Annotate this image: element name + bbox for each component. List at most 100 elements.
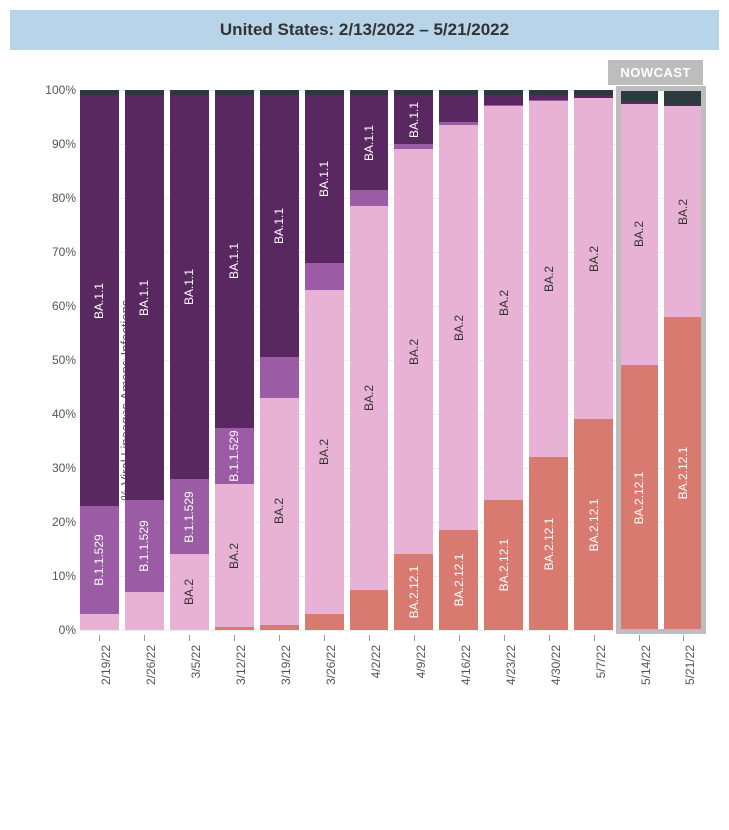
nowcast-badge: NOWCAST [608,60,703,85]
bar-column: BA.2.12.1BA.2 [484,90,523,630]
variant-segment [350,190,389,206]
bar-column: BA.2.12.1 BA.2 [574,90,613,630]
variant-label: BA.2.12.1 [452,554,466,607]
y-tick-label: 30% [38,461,76,475]
variant-segment: B.1.1.529 [125,500,164,592]
variant-segment [260,625,299,630]
y-tick-label: 10% [38,569,76,583]
variant-label: B.1.1.529 [92,534,106,585]
x-tick-label: 2/19/22 [99,645,113,685]
variant-label: BA.1.1 [362,125,376,161]
variant-segment: BA.1.1 [260,95,299,357]
variant-segment: BA.2 [260,398,299,625]
variant-segment: BA.2.12.1 [484,500,523,630]
bar-column: B.1.1.529BA.1.1 [125,90,164,630]
bar-column: BA.2 BA.1.1 [350,90,389,630]
variant-label: BA.2 [272,498,286,524]
variant-segment [439,122,478,125]
y-tick-label: 80% [38,191,76,205]
variant-segment [484,105,523,106]
variant-segment [305,614,344,630]
x-tick-label: 3/12/22 [234,645,248,685]
x-tick-label: 3/5/22 [189,645,203,678]
variant-label: B.1.1.529 [137,521,151,572]
variant-label: BA.2.12.1 [497,539,511,592]
variant-segment [574,95,613,98]
bar-column: BA.2.12.1 BA.2 [439,90,478,630]
variant-segment [80,90,119,95]
variant-segment: B.1.1.529 [80,506,119,614]
variant-label: BA.2 [676,199,690,225]
y-tick-label: 0% [38,623,76,637]
variant-segment [350,590,389,631]
variant-label: BA.1.1 [182,269,196,305]
variant-segment: BA.2 [439,125,478,530]
variant-segment [529,100,568,101]
variant-segment: BA.1.1 [215,95,254,427]
variant-segment [664,105,703,107]
variant-segment [215,627,254,630]
y-tick-label: 20% [38,515,76,529]
x-tick-label: 3/19/22 [279,645,293,685]
y-tick-label: 70% [38,245,76,259]
variant-segment: BA.2.12.1 [394,554,433,630]
variant-segment: BA.2 [170,554,209,630]
variant-segment [215,90,254,95]
x-tick-label: 5/7/22 [594,645,608,678]
bar-column: BA.2 B.1.1.529 BA.1.1 [170,90,209,630]
variant-label: BA.2.12.1 [407,566,421,619]
variant-segment: BA.2 [305,290,344,614]
variant-segment [619,101,658,104]
bar-column: BA.2 BA.1.1 [260,90,299,630]
variant-label: B.1.1.529 [182,491,196,542]
variant-label: BA.2 [452,315,466,341]
y-tick-label: 50% [38,353,76,367]
bar-column: BA.2.12.1 BA.2 BA.1.1 [394,90,433,630]
variant-segment: BA.2.12.1 [439,530,478,630]
variant-segment: BA.2 [215,484,254,627]
variant-segment [619,90,658,101]
variant-segment [125,592,164,630]
variant-segment [529,95,568,100]
bar-column: BA.2 BA.1.1 [305,90,344,630]
y-tick-label: 90% [38,137,76,151]
bar-column: BA.2.12.1 BA.2 [664,90,703,630]
y-tick-label: 40% [38,407,76,421]
variant-label: BA.2.12.1 [587,498,601,551]
x-tick-label: 3/26/22 [324,645,338,685]
x-tick-label: 5/21/22 [683,645,697,685]
variant-segment [439,90,478,95]
bar-column: BA.2B.1.1.529 BA.1.1 [215,90,254,630]
variant-segment: BA.2 [574,98,613,419]
y-tick-label: 100% [38,83,76,97]
variant-label: BA.2 [362,385,376,411]
variant-segment [439,95,478,122]
variant-segment: BA.2 [394,149,433,554]
chart-area: NOWCAST % Viral Lineages Among Infection… [80,90,703,710]
variant-segment [484,95,523,105]
x-tick-label: 4/2/22 [369,645,383,678]
variant-segment [394,144,433,149]
variant-label: BA.1.1 [227,243,241,279]
variant-segment: B.1.1.529 [215,428,254,485]
variant-segment: BA.1.1 [305,95,344,262]
variant-label: BA.2 [182,579,196,605]
variant-segment: BA.1.1 [394,95,433,144]
variant-segment [260,90,299,95]
chart-title: United States: 2/13/2022 – 5/21/2022 [10,10,719,50]
variant-segment [664,90,703,105]
variant-segment [484,90,523,95]
variant-label: BA.1.1 [272,208,286,244]
variant-segment [125,90,164,95]
variant-segment [80,614,119,630]
variant-label: BA.2.12.1 [676,447,690,500]
variant-label: BA.2 [407,339,421,365]
variant-segment: BA.2.12.1 [619,365,658,630]
x-tick-label: 4/30/22 [549,645,563,685]
variant-segment: BA.1.1 [170,95,209,478]
y-tick-label: 60% [38,299,76,313]
variant-segment: BA.2 [664,106,703,317]
variant-segment [305,90,344,95]
x-tick-label: 2/26/22 [144,645,158,685]
bars-container: B.1.1.529BA.1.1B.1.1.529BA.1.1BA.2B.1.1.… [80,90,703,630]
